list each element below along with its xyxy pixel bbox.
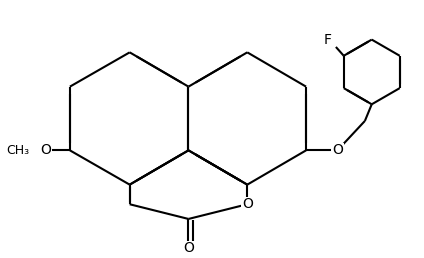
Text: F: F: [324, 33, 332, 47]
Text: O: O: [332, 143, 343, 157]
Text: CH₃: CH₃: [6, 144, 30, 157]
Text: O: O: [183, 241, 194, 255]
Text: O: O: [242, 197, 253, 211]
Text: O: O: [40, 143, 51, 157]
